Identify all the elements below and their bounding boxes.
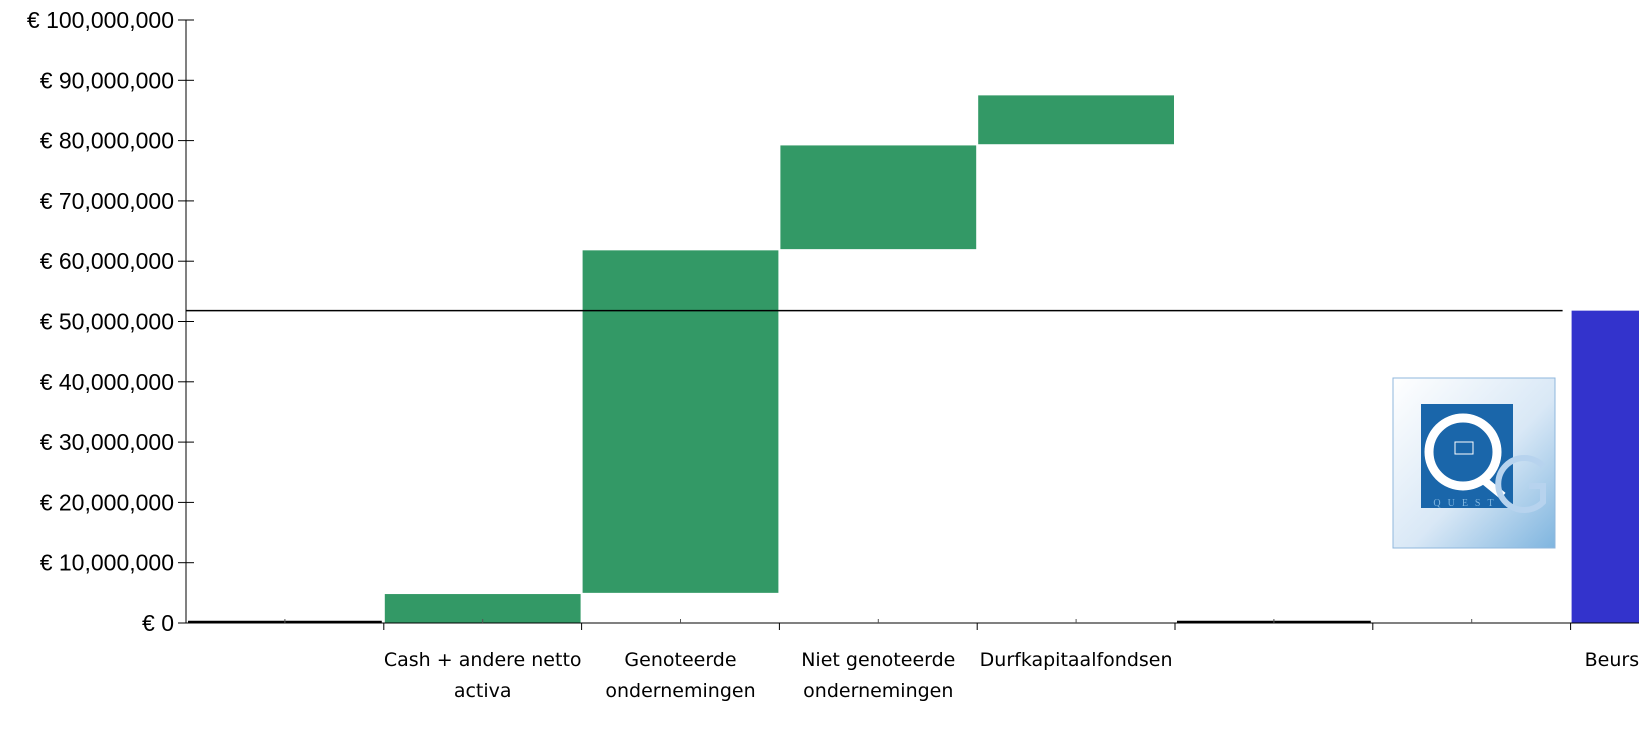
y-tick-label: € 90,000,000 (40, 67, 174, 93)
axes-layer: € 0 € 10,000,000 € 20,000,000 € 30,000,000 €… (27, 7, 1639, 636)
y-tick-label: € 0 (142, 610, 174, 636)
logo-q-ring (1424, 413, 1502, 491)
x-tick-label: Niet genoteerde ondernemingen (801, 649, 955, 702)
y-tick-label: € 80,000,000 (40, 128, 174, 154)
y-tick-label-group: € 50,000,000 (40, 309, 174, 335)
labels-layer: Cash + andere netto activa Genoteerde onder… (384, 649, 1639, 702)
logo-for-box (1454, 441, 1474, 455)
y-tick-label-group: € 30,000,000 (40, 429, 174, 455)
waterfall-bar-3 (780, 145, 977, 250)
waterfall-bar-2 (582, 250, 779, 593)
y-tick-label: € 40,000,000 (40, 369, 174, 395)
logo-g-shape (1495, 455, 1546, 513)
y-tick-label: € 100,000,000 (27, 7, 174, 33)
logo-layer: QUEST (1392, 377, 1556, 549)
x-tick-label-line: Genoteerde (624, 649, 736, 671)
y-tick-label-group: € 70,000,000 (40, 188, 174, 214)
x-tick-label-line: Niet genoteerde (801, 649, 955, 671)
x-tick-label-line: ondernemingen (605, 680, 755, 702)
x-tick-label-line: activa (454, 680, 512, 702)
y-tick-label-group: € 20,000,000 (40, 489, 174, 515)
y-tick-label: € 30,000,000 (40, 429, 174, 455)
total-bar (1571, 310, 1639, 623)
logo-quest-text: QUEST (1433, 498, 1500, 509)
x-tick-label: Cash + andere netto activa (384, 649, 582, 702)
bars-layer (186, 95, 1639, 624)
waterfall-bar-4 (978, 95, 1174, 145)
y-tick-label: € 70,000,000 (40, 188, 174, 214)
x-tick-label-line: Cash + andere netto (384, 649, 582, 671)
x-tick-label: Beurskapitalisatie (1585, 649, 1639, 671)
y-tick-label: € 10,000,000 (40, 550, 174, 576)
y-tick-label: € 60,000,000 (40, 248, 174, 274)
y-tick-label-group: € 10,000,000 (40, 550, 174, 576)
x-tick-label-line: ondernemingen (803, 680, 953, 702)
quest-for-growth-logo: QUEST (1392, 377, 1556, 549)
y-tick-label-group: € 40,000,000 (40, 369, 174, 395)
x-tick-label-line: Durfkapitaalfondsen (980, 649, 1173, 671)
waterfall-bar-1 (384, 594, 581, 623)
y-tick-label-group: € 0 (142, 610, 174, 636)
y-tick-label-group: € 100,000,000 (27, 7, 174, 33)
y-tick-label: € 50,000,000 (40, 309, 174, 335)
y-tick-label-group: € 60,000,000 (40, 248, 174, 274)
x-tick-label-line: Beurskapitalisatie (1585, 649, 1639, 671)
y-tick-label-group: € 90,000,000 (40, 67, 174, 93)
x-tick-label: Genoteerde ondernemingen (605, 649, 755, 702)
y-tick-label: € 20,000,000 (40, 489, 174, 515)
x-tick-label: Durfkapitaalfondsen (980, 649, 1173, 671)
y-tick-label-group: € 80,000,000 (40, 128, 174, 154)
